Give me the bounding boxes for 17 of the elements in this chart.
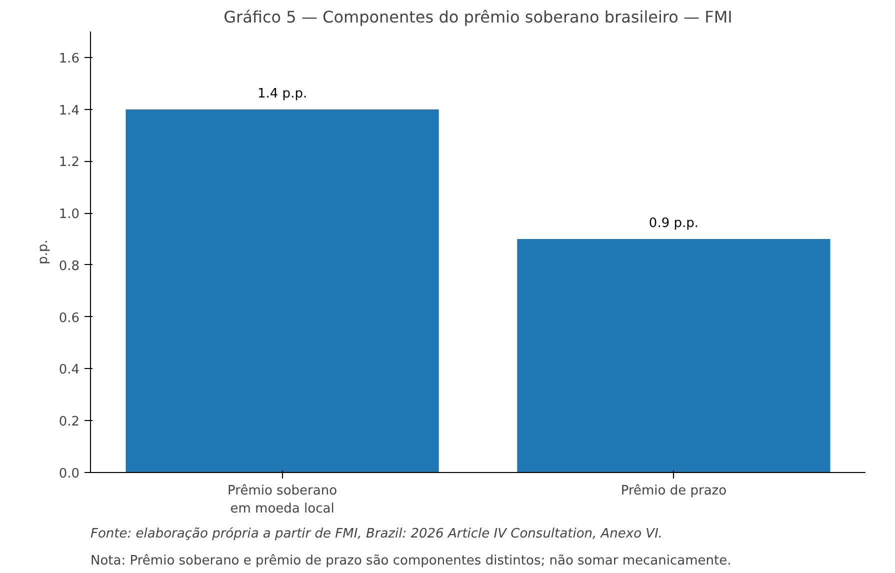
y-tick-label: 0.8 xyxy=(58,258,80,274)
y-tick-label: 1.2 xyxy=(58,155,80,170)
y-tick-label: 0.6 xyxy=(58,310,80,326)
y-tick-label: 1.6 xyxy=(58,51,80,66)
y-tick-label: 0.0 xyxy=(58,466,80,482)
source-note: Fonte: elaboração própria a partir de FMI, Brazil: 2026 Article IV Consultation, Anexo VI. xyxy=(90,526,663,542)
y-tick-label: 1.0 xyxy=(58,207,80,222)
y-tick-label: 1.4 xyxy=(58,103,80,118)
y-tick-label: 0.2 xyxy=(58,414,80,430)
y-axis-title: p.p. xyxy=(36,240,51,264)
text: Nota: Prêmio soberano e prêmio de prazo são componentes distintos; não somar mecanicamente. xyxy=(90,554,732,568)
chart-title: Gráfico 5 — Componentes do prêmio soberano brasileiro — FMI xyxy=(224,8,732,26)
x-tick-label: Prêmio soberano em moeda local xyxy=(228,484,338,516)
x-tick-label: Prêmio de prazo xyxy=(620,484,727,498)
data-label: 1.4 p.p. xyxy=(258,86,308,102)
data-label: 0.9 p.p. xyxy=(648,216,698,232)
y-tick-label: 0.4 xyxy=(58,362,80,378)
